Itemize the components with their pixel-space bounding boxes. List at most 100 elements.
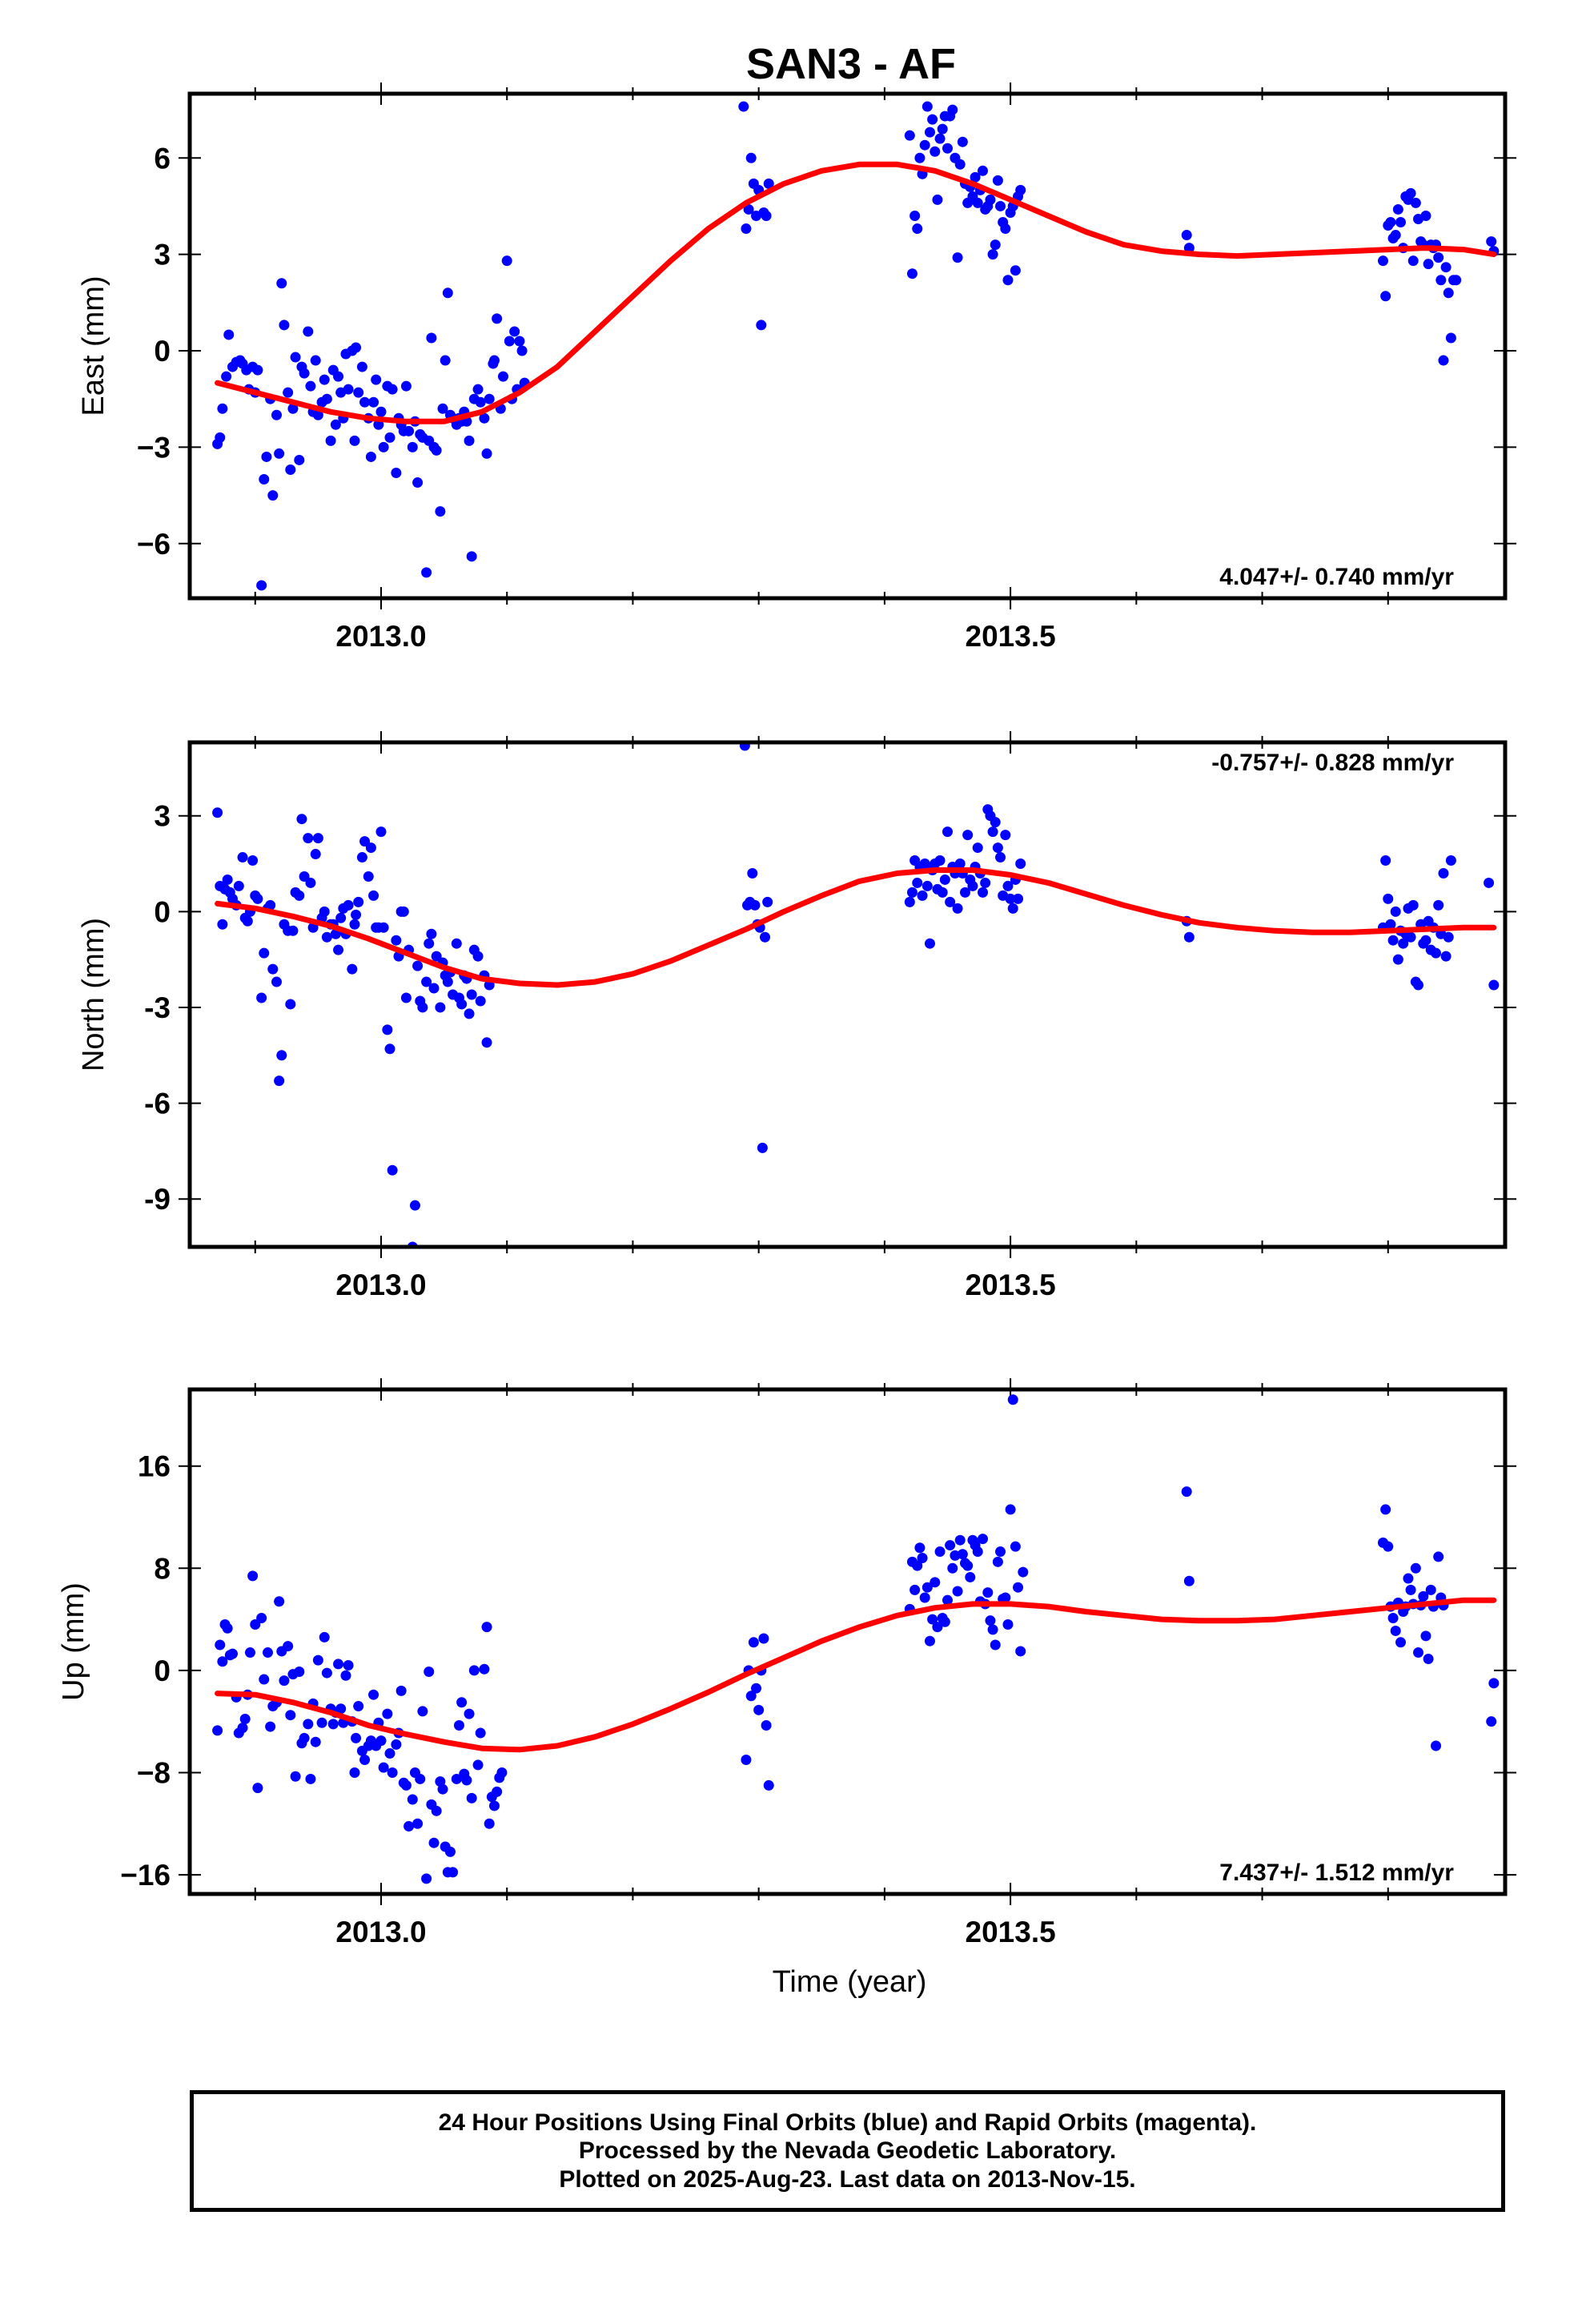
data-point	[745, 152, 757, 163]
data-point	[1423, 259, 1434, 270]
data-point	[1181, 1486, 1192, 1498]
data-point	[1486, 1716, 1497, 1727]
data-point	[464, 435, 475, 446]
data-point	[990, 239, 1001, 251]
data-point	[479, 412, 490, 424]
data-point	[330, 419, 341, 430]
data-point	[396, 1685, 407, 1696]
data-point	[400, 380, 412, 392]
y-tick-label: 0	[154, 1655, 171, 1687]
data-point	[738, 101, 749, 112]
x-tick-label: 2013.5	[966, 620, 1056, 653]
chart-title: SAN3 - AF	[746, 40, 956, 88]
data-point	[1438, 867, 1449, 879]
y-axis-label: Up (mm)	[57, 1582, 90, 1701]
data-point	[1002, 1618, 1014, 1630]
data-point	[212, 1725, 223, 1736]
data-point	[276, 278, 287, 289]
data-point	[978, 887, 989, 898]
data-point	[967, 880, 978, 891]
data-point	[421, 567, 432, 578]
data-point	[1010, 1541, 1021, 1552]
data-point	[400, 992, 412, 1003]
data-point	[384, 1748, 396, 1759]
data-point	[741, 223, 752, 235]
data-point	[1445, 855, 1456, 866]
data-point	[435, 506, 446, 517]
panel-frame	[187, 91, 1508, 601]
data-point	[382, 1024, 393, 1035]
data-point	[919, 139, 930, 151]
data-point	[972, 1546, 983, 1558]
data-point	[321, 931, 332, 943]
data-point	[359, 1755, 371, 1766]
data-point	[451, 1773, 462, 1784]
velocity-label: 7.437+/- 1.512 mm/yr	[1219, 1860, 1454, 1886]
data-point	[1015, 1646, 1026, 1657]
data-point	[762, 896, 773, 907]
data-point	[917, 1553, 928, 1564]
data-point	[267, 963, 279, 975]
data-point	[985, 1615, 996, 1626]
data-point	[995, 852, 1006, 863]
data-point	[501, 255, 512, 267]
x-tick-label: 2013.5	[966, 1916, 1056, 1948]
data-point	[1433, 899, 1444, 911]
data-point	[930, 146, 941, 157]
data-point	[921, 1582, 933, 1593]
panel-background	[190, 1389, 1505, 1894]
data-point	[921, 880, 933, 891]
data-point	[466, 551, 477, 562]
data-point	[914, 1542, 926, 1554]
y-tick-label: 3	[154, 239, 171, 271]
footer-caption: 24 Hour Positions Using Final Orbits (bl…	[190, 2090, 1505, 2212]
data-point	[333, 371, 344, 382]
data-point	[310, 355, 321, 366]
data-point	[343, 1660, 354, 1671]
data-point	[1390, 1625, 1401, 1636]
data-point	[1407, 899, 1419, 911]
data-point	[509, 326, 520, 337]
data-point	[1005, 1504, 1016, 1515]
data-point	[1380, 855, 1391, 866]
panel-background	[190, 94, 1505, 598]
data-point	[378, 1762, 389, 1773]
data-point	[227, 1648, 238, 1659]
data-point	[283, 387, 294, 398]
data-point	[758, 1633, 769, 1644]
data-point	[763, 1779, 774, 1791]
data-point	[261, 451, 272, 462]
y-tick-label: -9	[144, 1183, 171, 1216]
data-point	[353, 896, 364, 907]
data-point	[1000, 223, 1011, 235]
data-point	[375, 826, 387, 838]
data-point	[299, 870, 310, 882]
data-point	[982, 1587, 994, 1598]
data-point	[934, 1546, 946, 1558]
data-point	[290, 352, 301, 363]
data-point	[276, 1050, 287, 1061]
data-point	[404, 425, 415, 436]
data-point	[310, 849, 321, 860]
data-point	[939, 1616, 950, 1627]
data-point	[937, 123, 948, 135]
x-tick-label: 2013.0	[335, 1916, 426, 1948]
panel-north: 2013.0 2013.5 -9 -6 -3 0 3 North (mm) -0.757+/- …	[77, 731, 1516, 1301]
data-point	[365, 451, 376, 462]
data-point	[333, 944, 344, 955]
data-point	[504, 336, 515, 347]
data-point	[312, 1655, 323, 1666]
data-point	[244, 1647, 255, 1659]
data-point	[262, 1647, 273, 1659]
data-point	[1013, 1582, 1024, 1593]
footer-line-1: 24 Hour Positions Using Final Orbits (bl…	[438, 2109, 1257, 2136]
data-point	[356, 361, 367, 372]
data-point	[1007, 1394, 1018, 1405]
data-point	[745, 1691, 757, 1702]
panel-frame	[187, 1387, 1508, 1896]
data-point	[753, 1704, 765, 1715]
data-point	[914, 152, 926, 163]
data-point	[1418, 1590, 1429, 1602]
data-point	[412, 477, 424, 489]
data-point	[479, 1663, 490, 1675]
